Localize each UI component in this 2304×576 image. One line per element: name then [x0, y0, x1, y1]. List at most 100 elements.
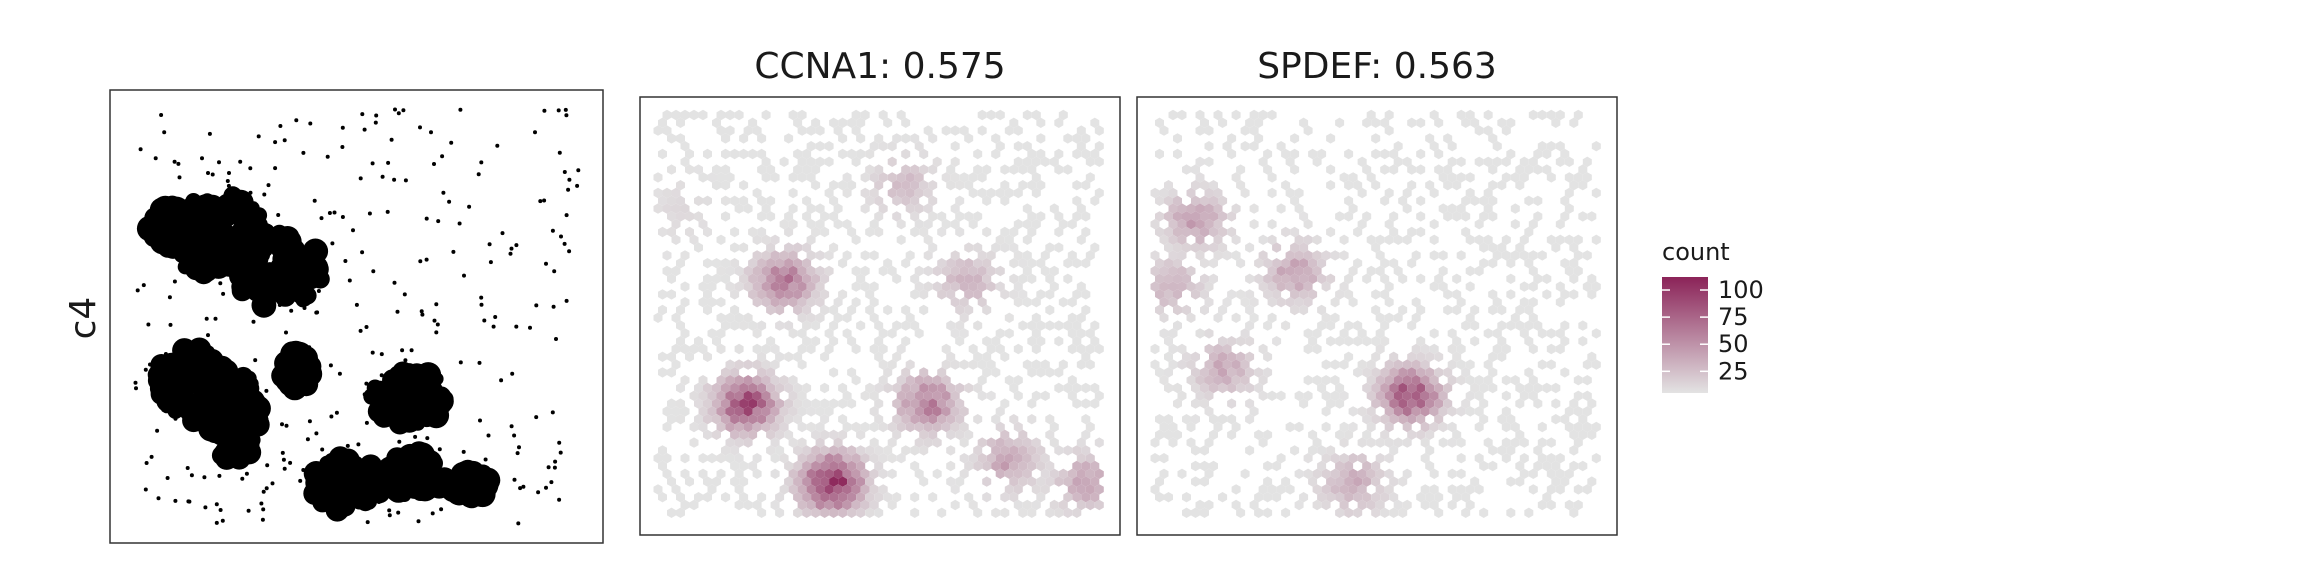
- ccna1-hexbin-609: [874, 320, 884, 331]
- spdef-hexbin-299: [1546, 234, 1556, 245]
- spdef-hexbin-978: [1564, 468, 1574, 479]
- spdef-hexbin-300: [1555, 234, 1565, 245]
- cluster-point-990: [208, 268, 213, 273]
- ccna1-hexbin-17: [995, 109, 1005, 121]
- cluster-point-717: [409, 469, 423, 483]
- cluster-point-1191: [218, 281, 223, 286]
- spdef-hexbin-894: [1456, 437, 1466, 448]
- ccna1-hexbin-240: [874, 195, 884, 206]
- ccna1-hexbin-200: [1018, 180, 1028, 191]
- ccna1-hexbin-69: [928, 133, 938, 144]
- ccna1-hexbin-282: [892, 211, 902, 222]
- ccna1-hexbin-686: [1094, 343, 1104, 355]
- ccna1-hexbin-218: [923, 187, 933, 199]
- spdef-hexbin-644: [1447, 359, 1457, 370]
- spdef-hexbin-485: [1384, 297, 1394, 308]
- ccna1-hexbin-149: [973, 164, 983, 175]
- ccna1-hexbin-1239: [1049, 499, 1059, 511]
- ccna1-hexbin-546: [806, 297, 816, 308]
- spdef-hexbin-265: [1218, 226, 1228, 238]
- ccna1-hexbin-435: [860, 265, 870, 277]
- spdef-hexbin-632: [1231, 359, 1241, 370]
- cluster-point-1048: [262, 192, 267, 197]
- ccna1-hexbin-203: [1072, 180, 1082, 191]
- spdef-hexbin-418: [1506, 273, 1516, 284]
- cluster-point-1194: [163, 352, 168, 356]
- spdef-hexbin-491: [1555, 297, 1565, 308]
- ccna1-hexbin-1249: [802, 507, 812, 518]
- ccna1-hexbin-744: [680, 375, 690, 386]
- cluster-point-987: [301, 150, 306, 155]
- ccna1-hexbin-350: [1076, 234, 1086, 245]
- spdef-hexbin-311: [1245, 242, 1255, 253]
- spdef-hexbin-539: [1506, 320, 1516, 331]
- ccna1-hexbin-582: [725, 312, 735, 323]
- spdef-hexbin-296: [1483, 234, 1493, 245]
- ccna1-hexbin-1046: [797, 453, 807, 464]
- ccna1-hexbin-897: [712, 414, 721, 425]
- ccna1-hexbin-908: [838, 414, 848, 425]
- spdef-hexbin-538: [1497, 320, 1507, 331]
- ccna1-hexbin-1197: [811, 492, 821, 503]
- ccna1-hexbin-131: [1094, 156, 1104, 167]
- spdef-hexbin-110: [1263, 164, 1273, 175]
- ccna1-hexbin-388: [1040, 250, 1050, 261]
- ccna1-hexbin-1151: [982, 476, 992, 487]
- spdef-hexbin-724: [1389, 382, 1399, 394]
- spdef-hexbin-921: [1330, 453, 1340, 464]
- ccna1-hexbin-1232: [869, 499, 879, 511]
- spdef-hexbin-507: [1488, 304, 1498, 316]
- ccna1-hexbin-1062: [995, 453, 1005, 464]
- ccna1-hexbin-496: [923, 281, 933, 292]
- ccna1-hexbin-1086: [964, 460, 974, 472]
- spdef-hexbin-370: [1506, 258, 1516, 269]
- ccna1-hexbin-819: [914, 390, 924, 401]
- spdef-hexbin-933: [1546, 453, 1556, 464]
- ccna1-hexbin-1050: [833, 453, 843, 464]
- cluster-point-1020: [564, 298, 569, 303]
- spdef-hexbin-468: [1542, 289, 1552, 300]
- cluster-point-1038: [462, 273, 466, 278]
- spdef-hexbin-506: [1470, 304, 1480, 316]
- ccna1-hexbin-517: [793, 289, 803, 300]
- ccna1-hexbin-16: [986, 109, 996, 121]
- ccna1-hexbin-516: [784, 289, 794, 300]
- spdef-hexbin-322: [1150, 250, 1160, 261]
- ccna1-hexbin-153: [1018, 164, 1028, 175]
- cluster-point-1002: [265, 463, 270, 468]
- spdef-hexbin-672: [1434, 367, 1444, 378]
- ccna1-hexbin-802: [689, 390, 699, 401]
- ccna1-hexbin-872: [734, 406, 744, 417]
- spdef-hexbin-868: [1362, 429, 1372, 440]
- ccna1-hexbin-845: [802, 398, 812, 409]
- ccna1-hexbin-722: [1040, 359, 1050, 370]
- spdef-hexbin-469: [1560, 289, 1570, 300]
- ccna1-hexbin-354: [766, 242, 776, 253]
- cluster-point-269: [168, 229, 190, 251]
- ccna1-hexbin-649: [829, 336, 839, 347]
- spdef-hexbin-133: [1447, 172, 1457, 183]
- ccna1-hexbin-483: [743, 281, 753, 292]
- cluster-point-925: [220, 518, 225, 523]
- spdef-hexbin-826: [1434, 414, 1444, 425]
- ccna1-hexbin-792: [946, 382, 956, 394]
- spdef-hexbin-451: [1200, 289, 1209, 300]
- cluster-point-1081: [207, 131, 212, 136]
- spdef-hexbin-870: [1407, 429, 1417, 440]
- cluster-point-1183: [294, 118, 299, 123]
- ccna1-hexbin-574: [955, 304, 965, 316]
- cluster-point-1058: [440, 154, 445, 159]
- ccna1-hexbin-622: [1072, 320, 1082, 331]
- ccna1-hexbin-623: [1090, 320, 1100, 331]
- ccna1-hexbin-603: [775, 320, 785, 331]
- ccna1-hexbin-849: [838, 398, 848, 409]
- ccna1-hexbin-1115: [869, 468, 879, 479]
- spdef-hexbin-882: [1258, 437, 1268, 448]
- cluster-point-1006: [364, 420, 369, 425]
- ccna1-hexbin-541: [761, 297, 771, 308]
- cluster-point-905: [557, 440, 562, 445]
- spdef-hexbin-77: [1317, 148, 1327, 160]
- ccna1-hexbin-299: [815, 219, 825, 230]
- spdef-hexbin-125: [1578, 164, 1588, 175]
- ccna1-hexbin-52: [977, 125, 987, 136]
